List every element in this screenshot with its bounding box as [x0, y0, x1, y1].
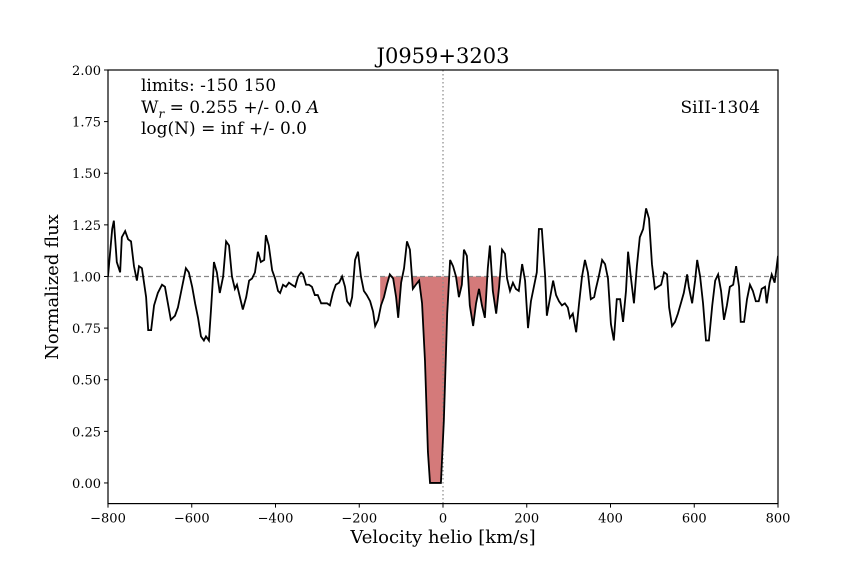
x-tick-label: 400 — [598, 512, 623, 527]
y-tick-label: 2.00 — [72, 64, 101, 79]
width-value: = 0.255 +/- 0.0 — [164, 98, 307, 118]
x-tick-label: −400 — [258, 512, 294, 527]
y-tick-label: 1.00 — [72, 270, 101, 285]
y-tick-label: 0.00 — [72, 477, 101, 492]
width-annotation: Wr = 0.255 +/- 0.0 A — [141, 98, 319, 121]
limits-annotation: limits: -150 150 — [141, 76, 276, 96]
ion-annotation: SiII-1304 — [680, 98, 760, 118]
flux-line — [108, 208, 778, 484]
column-annotation: log(N) = inf +/- 0.0 — [141, 119, 307, 139]
y-tick-label: 1.50 — [72, 167, 101, 182]
y-tick-label: 0.50 — [72, 374, 101, 389]
x-axis-label: Velocity helio [km/s] — [349, 527, 535, 548]
x-tick-label: −800 — [90, 512, 126, 527]
x-tick-label: 0 — [439, 512, 447, 527]
absorption-fill — [380, 276, 500, 483]
width-subscript: r — [158, 107, 165, 121]
x-tick-label: 800 — [766, 512, 791, 527]
y-tick-label: 0.75 — [72, 322, 101, 337]
x-tick-label: 200 — [514, 512, 539, 527]
y-axis-label: Normalized flux — [42, 214, 63, 360]
y-tick-label: 1.75 — [72, 116, 101, 131]
width-symbol: W — [141, 98, 159, 118]
x-tick-label: −600 — [174, 512, 210, 527]
x-tick-label: 600 — [682, 512, 707, 527]
y-tick-label: 0.25 — [72, 425, 101, 440]
width-unit: A — [305, 98, 319, 118]
y-tick-label: 1.25 — [72, 219, 101, 234]
x-tick-label: −200 — [341, 512, 377, 527]
chart-title: J0959+3203 — [375, 44, 510, 68]
